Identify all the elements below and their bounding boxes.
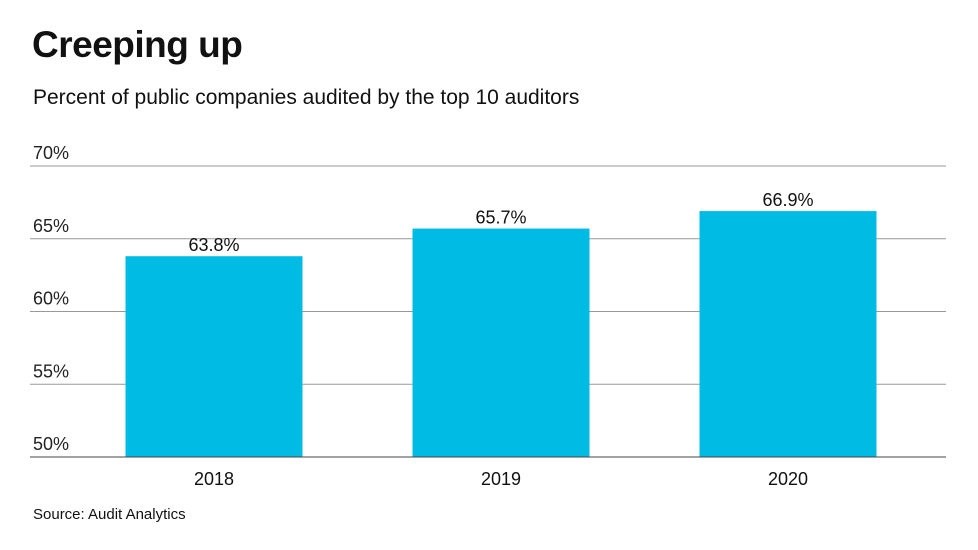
x-tick-label: 2018 xyxy=(194,469,234,489)
source-note: Source: Audit Analytics xyxy=(33,506,186,523)
y-tick-label: 70% xyxy=(33,143,69,163)
bar xyxy=(699,211,877,457)
bar xyxy=(412,228,590,457)
y-tick-label: 65% xyxy=(33,216,69,236)
x-tick-label: 2019 xyxy=(481,469,521,489)
x-tick-label: 2020 xyxy=(768,469,808,489)
y-tick-label: 55% xyxy=(33,361,69,381)
y-tick-label: 50% xyxy=(33,434,69,454)
data-label: 63.8% xyxy=(188,235,239,255)
bar xyxy=(125,256,303,457)
data-label: 65.7% xyxy=(475,208,526,228)
chart-title: Creeping up xyxy=(32,24,243,65)
chart-subtitle: Percent of public companies audited by t… xyxy=(33,86,580,109)
data-label: 66.9% xyxy=(762,190,813,210)
y-tick-label: 60% xyxy=(33,289,69,309)
